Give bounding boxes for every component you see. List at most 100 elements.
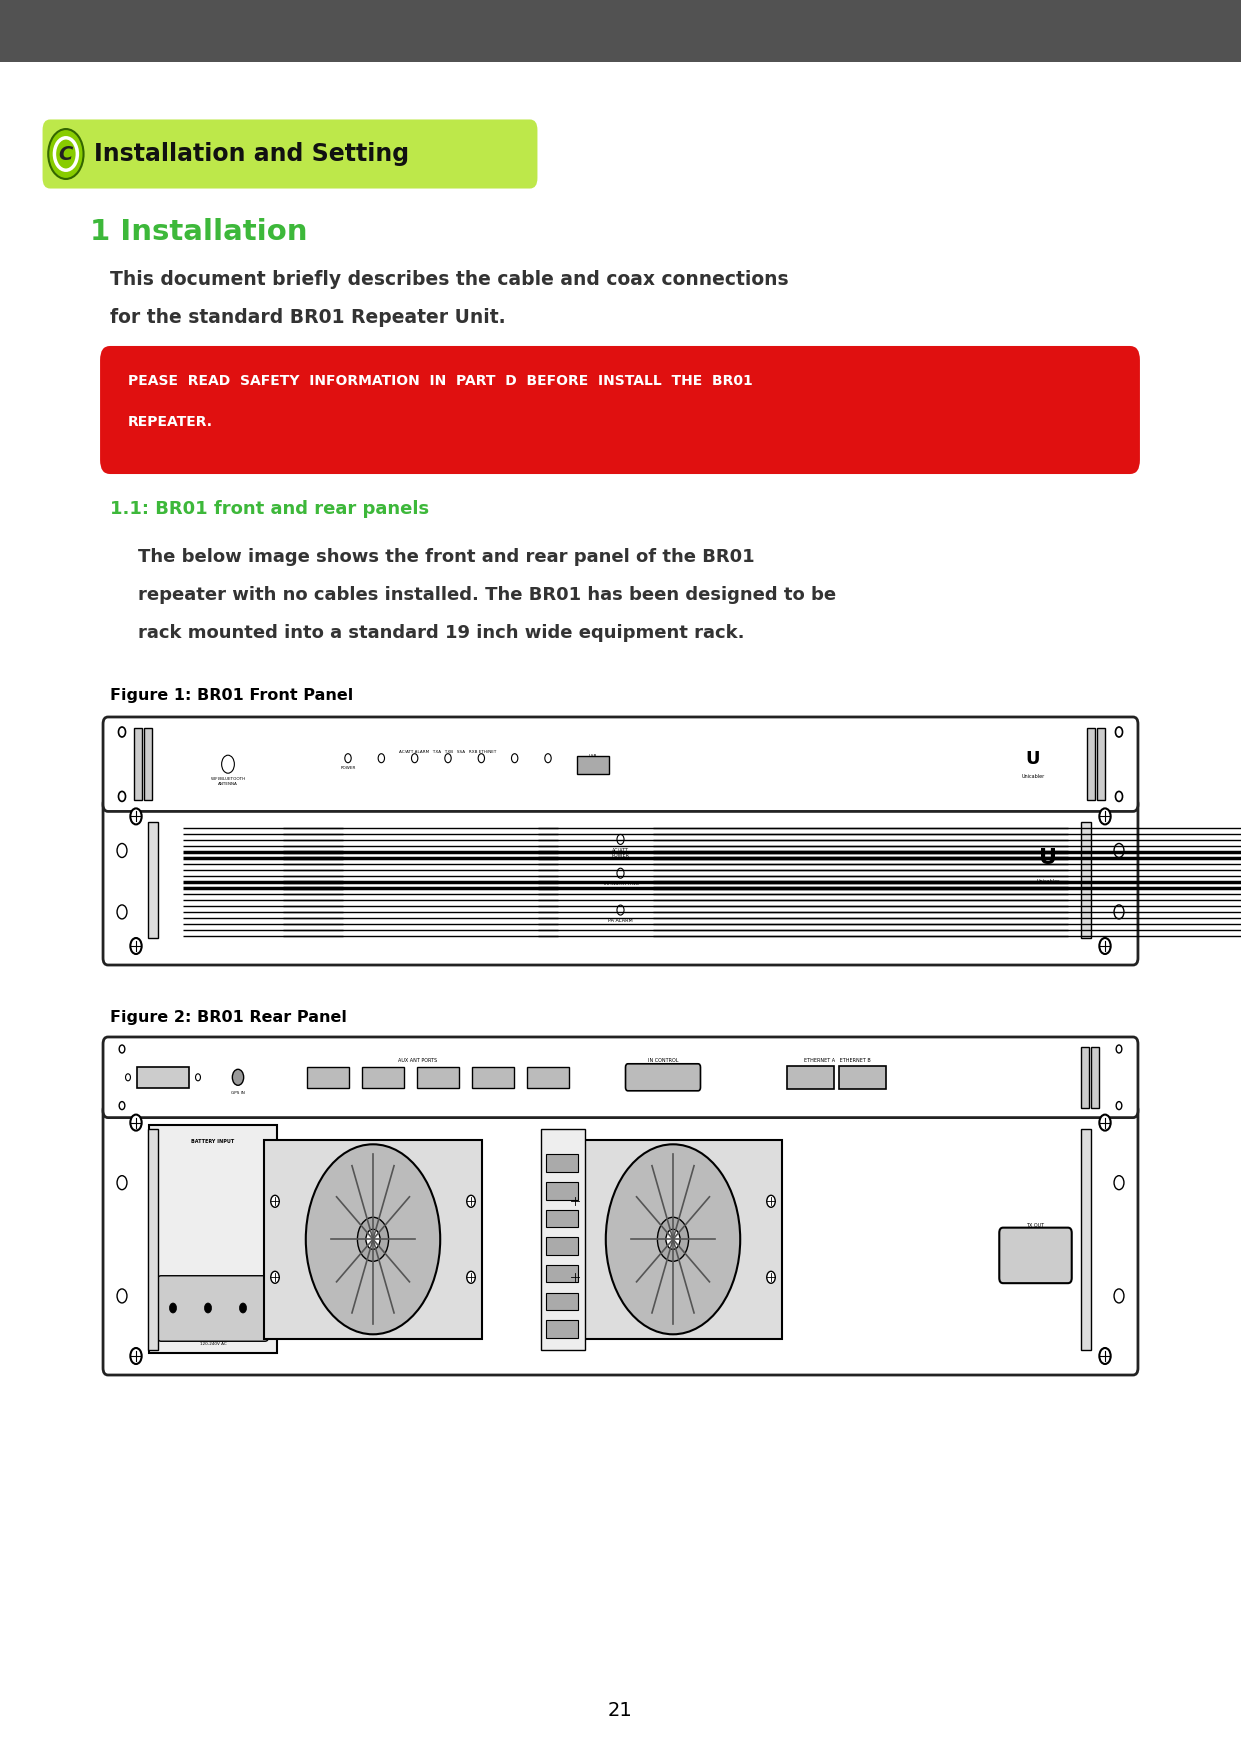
Text: Figure 2: BR01 Rear Panel: Figure 2: BR01 Rear Panel xyxy=(110,1010,347,1024)
FancyBboxPatch shape xyxy=(103,1103,1138,1375)
Circle shape xyxy=(130,809,141,824)
Circle shape xyxy=(357,1217,388,1261)
Text: GPS IN: GPS IN xyxy=(231,1091,244,1094)
Circle shape xyxy=(118,726,125,737)
Text: repeater with no cables installed. The BR01 has been designed to be: repeater with no cables installed. The B… xyxy=(138,586,836,603)
Circle shape xyxy=(1114,844,1124,858)
Text: TX OUT: TX OUT xyxy=(1026,1223,1044,1228)
Circle shape xyxy=(1100,1349,1111,1365)
FancyBboxPatch shape xyxy=(546,1182,578,1200)
Text: BATTERY INPUT: BATTERY INPUT xyxy=(191,1138,235,1144)
Circle shape xyxy=(1100,1114,1111,1131)
Circle shape xyxy=(366,1230,380,1249)
Text: POWER: POWER xyxy=(340,766,356,770)
Circle shape xyxy=(1100,938,1111,954)
Text: PEASE  READ  SAFETY  INFORMATION  IN  PART  D  BEFORE  INSTALL  THE  BR01: PEASE READ SAFETY INFORMATION IN PART D … xyxy=(128,374,753,388)
Circle shape xyxy=(1114,905,1124,919)
Text: WIFI/BLUETOOTH
ANTENNA: WIFI/BLUETOOTH ANTENNA xyxy=(211,777,246,786)
Circle shape xyxy=(1116,726,1123,737)
Circle shape xyxy=(571,1272,580,1284)
Circle shape xyxy=(345,754,351,763)
FancyBboxPatch shape xyxy=(158,1275,269,1342)
Circle shape xyxy=(130,1114,141,1131)
FancyBboxPatch shape xyxy=(417,1066,459,1087)
FancyBboxPatch shape xyxy=(472,1066,514,1087)
Text: AUX ANT PORTS: AUX ANT PORTS xyxy=(398,1058,438,1063)
Text: C: C xyxy=(58,144,73,163)
FancyBboxPatch shape xyxy=(546,1210,578,1228)
Circle shape xyxy=(379,754,385,763)
Circle shape xyxy=(1116,1102,1122,1110)
Circle shape xyxy=(767,1272,776,1284)
Text: Figure 1: BR01 Front Panel: Figure 1: BR01 Front Panel xyxy=(110,688,354,703)
Bar xyxy=(1097,728,1104,800)
FancyBboxPatch shape xyxy=(101,346,1140,474)
Circle shape xyxy=(666,1230,680,1249)
Circle shape xyxy=(196,1073,201,1080)
Circle shape xyxy=(571,1194,580,1207)
Circle shape xyxy=(412,754,418,763)
Text: AC/ATT ALARM   TXA   TXB   SSA   RXB ETH/NET: AC/ATT ALARM TXA TXB SSA RXB ETH/NET xyxy=(400,751,496,754)
Circle shape xyxy=(205,1303,211,1314)
Circle shape xyxy=(767,1194,776,1207)
Circle shape xyxy=(1100,809,1111,824)
FancyBboxPatch shape xyxy=(42,119,537,188)
Circle shape xyxy=(118,791,125,802)
Bar xyxy=(1087,728,1095,800)
FancyBboxPatch shape xyxy=(787,1065,834,1089)
Circle shape xyxy=(119,1102,125,1110)
Circle shape xyxy=(658,1217,689,1261)
Bar xyxy=(1081,823,1091,938)
Circle shape xyxy=(617,905,624,916)
Circle shape xyxy=(48,130,83,179)
Bar xyxy=(0,0,1241,61)
Text: 21: 21 xyxy=(608,1700,633,1719)
Circle shape xyxy=(1114,1175,1124,1189)
FancyBboxPatch shape xyxy=(577,756,609,774)
FancyBboxPatch shape xyxy=(103,798,1138,965)
Circle shape xyxy=(240,1303,247,1314)
Circle shape xyxy=(125,1073,130,1080)
Text: 1.1: BR01 front and rear panels: 1.1: BR01 front and rear panels xyxy=(110,500,429,517)
Bar xyxy=(148,823,158,938)
Circle shape xyxy=(617,835,624,844)
Bar xyxy=(1081,1128,1091,1351)
Text: USB: USB xyxy=(588,754,597,758)
Text: U: U xyxy=(1026,751,1040,768)
Text: 1 Installation: 1 Installation xyxy=(91,217,308,246)
FancyBboxPatch shape xyxy=(264,1140,482,1338)
FancyBboxPatch shape xyxy=(541,1130,586,1349)
FancyBboxPatch shape xyxy=(999,1228,1072,1284)
Circle shape xyxy=(271,1194,279,1207)
Text: rack mounted into a standard 19 inch wide equipment rack.: rack mounted into a standard 19 inch wid… xyxy=(138,624,745,642)
Circle shape xyxy=(1116,791,1123,802)
Text: ETHERNET A   ETHERNET B: ETHERNET A ETHERNET B xyxy=(804,1058,870,1063)
Bar xyxy=(1091,1047,1100,1107)
FancyBboxPatch shape xyxy=(526,1066,570,1087)
FancyBboxPatch shape xyxy=(546,1293,578,1310)
Circle shape xyxy=(545,754,551,763)
FancyBboxPatch shape xyxy=(103,1037,1138,1117)
Circle shape xyxy=(606,1144,740,1335)
Text: for the standard BR01 Repeater Unit.: for the standard BR01 Repeater Unit. xyxy=(110,309,505,326)
Circle shape xyxy=(119,1045,125,1052)
FancyBboxPatch shape xyxy=(149,1126,277,1354)
Circle shape xyxy=(617,868,624,879)
FancyBboxPatch shape xyxy=(625,1063,700,1091)
Bar xyxy=(148,1128,158,1351)
Text: REPEATER.: REPEATER. xyxy=(128,416,213,430)
Circle shape xyxy=(117,1175,127,1189)
Text: Installation and Setting: Installation and Setting xyxy=(94,142,410,167)
FancyBboxPatch shape xyxy=(362,1066,405,1087)
Bar xyxy=(1081,1047,1090,1107)
Text: PA ALARM: PA ALARM xyxy=(608,917,633,923)
Circle shape xyxy=(130,938,141,954)
Circle shape xyxy=(511,754,517,763)
FancyBboxPatch shape xyxy=(546,1265,578,1282)
Circle shape xyxy=(130,1349,141,1365)
Circle shape xyxy=(467,1272,475,1284)
Text: Unicabler: Unicabler xyxy=(1036,879,1060,884)
FancyBboxPatch shape xyxy=(546,1321,578,1338)
Bar xyxy=(134,728,141,800)
FancyBboxPatch shape xyxy=(565,1140,782,1338)
